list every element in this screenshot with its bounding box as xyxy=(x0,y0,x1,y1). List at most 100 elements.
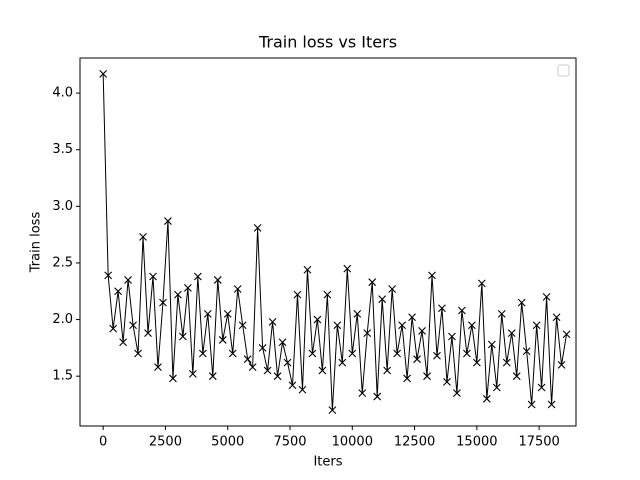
marker xyxy=(557,360,566,369)
marker xyxy=(99,69,108,78)
line xyxy=(102,73,568,411)
marker xyxy=(537,383,546,392)
marker xyxy=(542,293,551,301)
x-tick-label: 5000 xyxy=(211,435,244,450)
chart-title: Train loss vs Iters xyxy=(258,33,397,52)
x-tick-label: 10000 xyxy=(332,435,373,450)
marker xyxy=(408,313,416,322)
marker xyxy=(253,223,262,232)
x-tick-label: 17500 xyxy=(518,435,559,450)
marker xyxy=(368,278,377,287)
marker xyxy=(308,349,317,358)
marker xyxy=(388,285,397,293)
marker xyxy=(139,233,147,241)
marker xyxy=(124,276,132,284)
x-tick-label: 0 xyxy=(99,435,107,450)
marker xyxy=(169,374,177,383)
marker xyxy=(363,329,372,338)
legend xyxy=(557,64,570,77)
marker xyxy=(149,272,157,281)
marker xyxy=(403,374,411,383)
marker xyxy=(164,217,172,225)
marker xyxy=(303,265,312,274)
marker xyxy=(293,290,302,299)
marker xyxy=(393,349,402,358)
y-tick-label: 3.0 xyxy=(52,199,73,214)
marker xyxy=(517,298,526,307)
marker xyxy=(213,276,222,284)
marker xyxy=(487,340,496,349)
marker xyxy=(278,338,287,347)
marker xyxy=(318,366,327,375)
marker xyxy=(183,283,192,292)
y-tick-label: 1.5 xyxy=(52,369,73,384)
marker xyxy=(233,285,242,293)
marker xyxy=(443,377,451,386)
marker xyxy=(119,338,127,347)
marker xyxy=(413,355,421,364)
marker xyxy=(428,271,436,280)
x-tick-label: 7500 xyxy=(273,435,306,450)
marker xyxy=(208,372,217,381)
marker xyxy=(383,366,392,375)
marker xyxy=(418,326,426,335)
marker xyxy=(283,358,292,367)
marker xyxy=(423,372,431,381)
marker xyxy=(273,372,282,381)
x-axis-label: Iters xyxy=(313,455,342,470)
marker xyxy=(532,321,541,330)
marker xyxy=(263,366,272,375)
marker xyxy=(313,315,322,324)
marker xyxy=(482,394,491,403)
x-tick-label: 2500 xyxy=(149,435,182,450)
marker xyxy=(193,272,202,281)
marker xyxy=(378,295,387,304)
marker xyxy=(462,349,471,358)
marker xyxy=(328,406,337,415)
marker xyxy=(497,310,506,318)
marker xyxy=(458,306,466,315)
y-tick-label: 3.5 xyxy=(52,142,73,157)
marker xyxy=(338,358,347,367)
marker xyxy=(154,363,162,372)
marker xyxy=(398,321,407,330)
marker xyxy=(343,264,352,273)
marker xyxy=(492,383,501,392)
plot-frame xyxy=(79,57,577,427)
y-axis-label: Train loss xyxy=(29,212,44,274)
y-tick-label: 2.5 xyxy=(52,255,73,270)
marker xyxy=(507,329,516,338)
marker xyxy=(243,355,252,364)
marker xyxy=(358,389,367,398)
marker xyxy=(512,372,521,381)
marker xyxy=(373,392,382,401)
marker xyxy=(288,381,297,390)
marker xyxy=(527,400,536,409)
marker xyxy=(448,332,456,341)
marker xyxy=(174,290,182,299)
marker xyxy=(109,324,118,333)
marker xyxy=(522,347,531,356)
marker xyxy=(477,279,486,288)
y-tick-label: 4.0 xyxy=(52,86,73,101)
marker xyxy=(353,310,362,318)
marker xyxy=(333,321,342,330)
marker xyxy=(238,321,247,330)
marker xyxy=(203,310,212,318)
marker xyxy=(159,298,167,307)
marker xyxy=(268,317,277,326)
marker xyxy=(144,329,152,338)
marker xyxy=(433,351,441,360)
marker xyxy=(502,358,511,367)
marker xyxy=(348,349,357,358)
marker xyxy=(323,290,332,299)
marker xyxy=(129,321,137,330)
marker xyxy=(104,271,113,280)
marker xyxy=(178,332,187,341)
marker xyxy=(552,313,561,322)
marker xyxy=(248,363,257,372)
y-tick-label: 2.0 xyxy=(52,312,73,327)
marker xyxy=(218,336,227,344)
marker xyxy=(223,310,232,318)
